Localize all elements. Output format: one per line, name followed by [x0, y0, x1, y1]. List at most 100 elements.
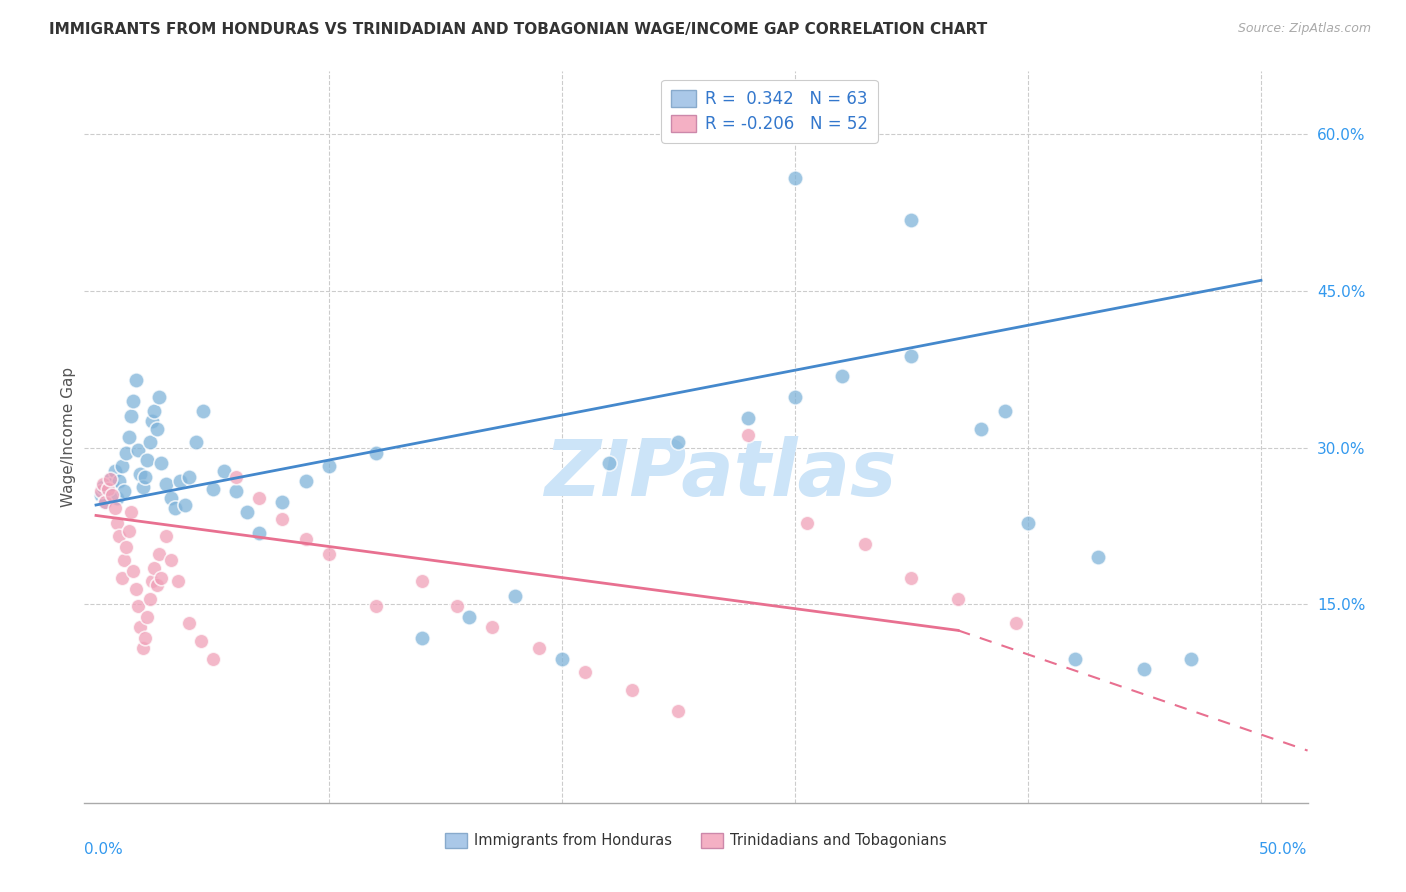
Point: [411, 574, 433, 589]
Point: [143, 560, 166, 574]
Point: [574, 665, 596, 680]
Point: [247, 491, 270, 505]
Point: [104, 463, 127, 477]
Point: [271, 495, 294, 509]
Point: [236, 505, 259, 519]
Point: [201, 651, 224, 665]
Point: [193, 404, 215, 418]
Point: [112, 484, 135, 499]
Point: [101, 477, 124, 491]
Point: [900, 212, 922, 227]
Point: [136, 453, 159, 467]
Point: [166, 574, 188, 589]
Point: [129, 467, 152, 481]
Point: [141, 574, 163, 589]
Point: [90, 487, 112, 501]
Point: [1005, 616, 1028, 631]
Point: [143, 404, 166, 418]
Text: ZIPatlas: ZIPatlas: [544, 435, 897, 512]
Point: [1133, 662, 1156, 676]
Point: [1087, 550, 1109, 565]
Point: [364, 446, 387, 460]
Point: [446, 599, 468, 614]
Point: [271, 511, 294, 525]
Point: [141, 414, 163, 428]
Point: [136, 609, 159, 624]
Point: [505, 589, 527, 603]
Point: [122, 564, 145, 578]
Point: [131, 480, 153, 494]
Point: [94, 495, 117, 509]
Point: [115, 446, 138, 460]
Point: [105, 516, 128, 530]
Point: [159, 491, 181, 505]
Point: [620, 682, 643, 697]
Point: [179, 616, 201, 631]
Point: [122, 393, 145, 408]
Y-axis label: Wage/Income Gap: Wage/Income Gap: [60, 367, 76, 508]
Point: [97, 483, 120, 497]
Point: [145, 578, 167, 592]
Point: [115, 540, 138, 554]
Point: [527, 641, 550, 656]
Point: [91, 477, 114, 491]
Point: [457, 609, 479, 624]
Point: [108, 529, 131, 543]
Point: [186, 435, 208, 450]
Point: [212, 463, 235, 477]
Point: [101, 487, 124, 501]
Point: [148, 390, 170, 404]
Point: [104, 501, 127, 516]
Point: [138, 435, 160, 450]
Point: [165, 501, 187, 516]
Point: [737, 428, 759, 442]
Text: Source: ZipAtlas.com: Source: ZipAtlas.com: [1237, 22, 1371, 36]
Point: [111, 571, 134, 585]
Point: [169, 474, 191, 488]
Point: [946, 592, 969, 607]
Point: [1017, 516, 1039, 530]
Point: [796, 516, 818, 530]
Point: [853, 536, 876, 550]
Point: [411, 631, 433, 645]
Point: [481, 620, 503, 634]
Text: IMMIGRANTS FROM HONDURAS VS TRINIDADIAN AND TOBAGONIAN WAGE/INCOME GAP CORRELATI: IMMIGRANTS FROM HONDURAS VS TRINIDADIAN …: [49, 22, 987, 37]
Point: [97, 484, 120, 499]
Point: [970, 422, 993, 436]
Point: [105, 491, 128, 505]
Point: [900, 571, 922, 585]
Point: [150, 456, 173, 470]
Point: [318, 547, 340, 561]
Point: [155, 477, 177, 491]
Point: [124, 582, 146, 596]
Point: [91, 480, 114, 494]
Point: [98, 472, 121, 486]
Point: [783, 170, 806, 185]
Legend: Immigrants from Honduras, Trinidadians and Tobagonians: Immigrants from Honduras, Trinidadians a…: [439, 827, 953, 854]
Point: [294, 533, 316, 547]
Point: [737, 411, 759, 425]
Point: [94, 495, 117, 509]
Point: [111, 459, 134, 474]
Point: [1180, 651, 1202, 665]
Point: [668, 435, 690, 450]
Point: [364, 599, 387, 614]
Point: [247, 526, 270, 541]
Point: [173, 498, 195, 512]
Point: [598, 456, 620, 470]
Point: [668, 704, 690, 718]
Point: [225, 470, 247, 484]
Point: [117, 430, 139, 444]
Point: [112, 553, 135, 567]
Text: 50.0%: 50.0%: [1260, 842, 1308, 856]
Point: [1063, 651, 1085, 665]
Point: [98, 472, 121, 486]
Point: [159, 553, 181, 567]
Point: [134, 470, 156, 484]
Point: [831, 369, 853, 384]
Point: [900, 349, 922, 363]
Point: [190, 633, 212, 648]
Point: [994, 404, 1017, 418]
Point: [131, 641, 153, 656]
Point: [201, 483, 224, 497]
